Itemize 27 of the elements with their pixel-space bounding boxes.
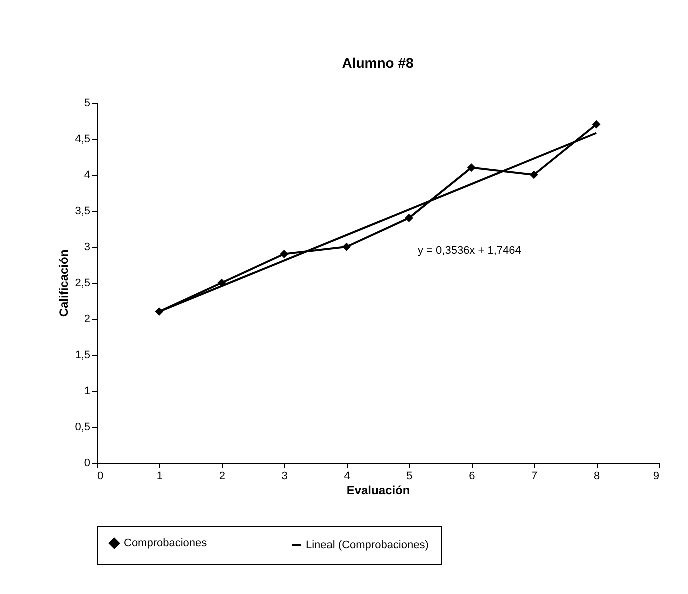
legend-label: Lineal (Comprobaciones) <box>306 539 429 552</box>
x-tick-label: 9 <box>653 470 660 482</box>
y-tick-label: 4 <box>84 170 90 182</box>
y-tick-label: 3,5 <box>75 206 90 218</box>
y-tick-label: 0 <box>84 458 90 470</box>
y-tick-label: 3 <box>84 242 90 254</box>
y-tick-label: 2 <box>84 314 90 326</box>
x-tick-label: 1 <box>156 470 164 482</box>
x-tick-label: 5 <box>406 470 413 482</box>
y-axis-title: Calificación <box>57 250 72 318</box>
y-tick-label: 2,5 <box>75 278 90 290</box>
y-tick-label: 1 <box>84 386 90 398</box>
y-tick-label: 5 <box>84 98 90 110</box>
x-axis-title: Evaluación <box>346 484 410 498</box>
x-tick-label: 6 <box>469 470 476 482</box>
x-tick-label: 8 <box>594 470 600 482</box>
x-tick-label: 7 <box>532 470 538 482</box>
annotation: y = 0,3536x + 1,7464 <box>418 245 522 257</box>
x-tick-label: 0 <box>98 470 104 482</box>
x-tick-label: 4 <box>344 470 350 482</box>
y-tick-label: 1,5 <box>75 350 90 362</box>
x-tick-label: 3 <box>282 470 288 482</box>
chart-title: Alumno #8 <box>342 55 414 71</box>
legend-label: Comprobaciones <box>124 538 208 550</box>
y-tick-label: 4,5 <box>75 134 90 146</box>
x-tick-label: 2 <box>219 470 226 482</box>
y-tick-label: 0,5 <box>75 422 90 434</box>
